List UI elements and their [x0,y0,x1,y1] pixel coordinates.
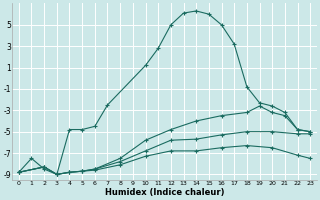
X-axis label: Humidex (Indice chaleur): Humidex (Indice chaleur) [105,188,224,197]
